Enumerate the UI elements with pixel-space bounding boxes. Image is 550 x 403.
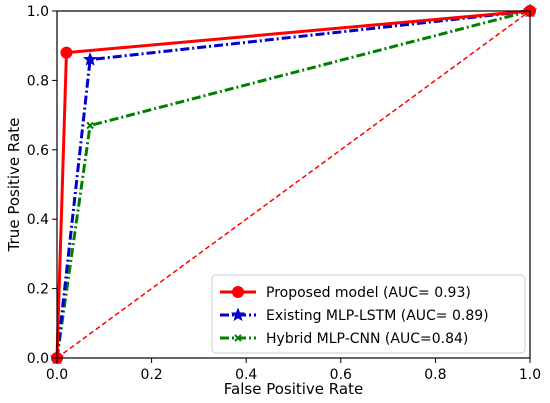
y-tick-label: 0.2 [27, 282, 49, 298]
y-tick-label: 0.0 [27, 351, 49, 367]
legend-label: Existing MLP-LSTM (AUC= 0.89) [266, 308, 489, 324]
y-tick-label: 0.8 [27, 73, 49, 89]
legend-entry: Hybrid MLP-CNN (AUC=0.84) [220, 331, 468, 347]
y-axis-label: True Positive Rate [5, 118, 23, 253]
legend-label: Proposed model (AUC= 0.93) [266, 285, 471, 301]
x-tick-label: 0.0 [46, 367, 68, 383]
plot-frame [56, 10, 531, 359]
x-tick-label: 0.8 [424, 367, 446, 383]
legend-marker [230, 307, 246, 322]
data-point [82, 51, 98, 66]
x-tick-label: 0.4 [235, 367, 257, 383]
legend: Proposed model (AUC= 0.93) Existing MLP-L… [211, 274, 526, 354]
y-axis-ticks: 0.0 0.2 0.4 0.6 0.8 1.0 [27, 4, 57, 367]
legend-entry: Existing MLP-LSTM (AUC= 0.89) [220, 307, 489, 324]
reference-diagonal-line [56, 10, 531, 359]
data-point [86, 121, 94, 130]
x-tick-label: 1.0 [519, 367, 541, 383]
legend-entry: Proposed model (AUC= 0.93) [220, 285, 471, 301]
x-tick-label: 0.6 [330, 367, 352, 383]
legend-box [211, 274, 526, 354]
y-tick-label: 0.6 [27, 143, 49, 159]
y-tick-label: 1.0 [27, 4, 49, 20]
series-line [55, 9, 531, 359]
x-tick-label: 0.2 [140, 367, 162, 383]
legend-marker [234, 334, 242, 342]
y-tick-label: 0.4 [27, 212, 49, 228]
x-axis-label: False Positive Rate [224, 380, 363, 398]
x-axis-ticks: 0.0 0.2 0.4 0.6 0.8 1.0 [46, 358, 541, 383]
data-point [60, 46, 73, 59]
legend-label: Hybrid MLP-CNN (AUC=0.84) [266, 331, 468, 347]
legend-marker [232, 286, 244, 298]
